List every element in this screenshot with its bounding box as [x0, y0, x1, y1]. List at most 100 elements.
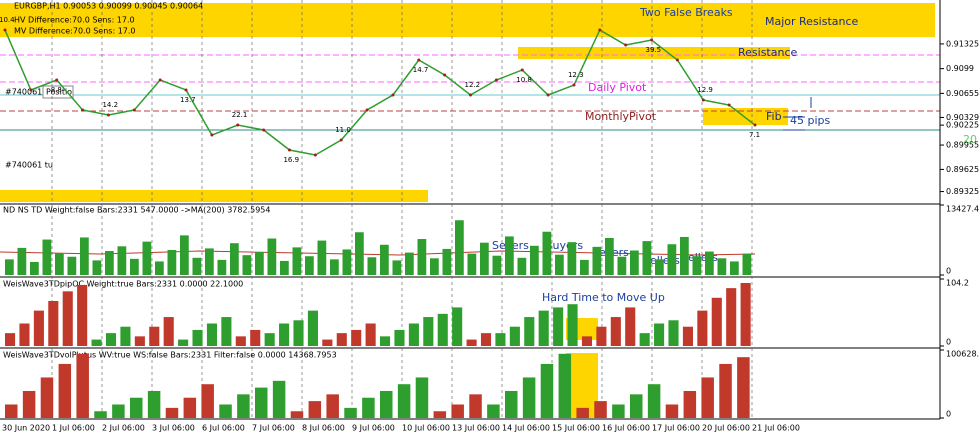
volume-bar [272, 380, 286, 418]
panel-axis-label: 0 [946, 338, 951, 347]
volume-bar [80, 237, 89, 275]
volume-bar [365, 323, 376, 346]
volume-bar [62, 291, 73, 346]
volume-bar [351, 329, 362, 346]
volume-bar [517, 257, 527, 275]
fib-zone [703, 108, 788, 125]
price-point [494, 78, 498, 82]
price-label: 0.89325 [946, 187, 979, 196]
volume-bar [726, 288, 737, 346]
volume-bar [442, 248, 452, 275]
volume-bar [654, 323, 665, 346]
volume-bar [322, 339, 333, 346]
price-point [106, 113, 110, 117]
volume-bar [219, 404, 232, 418]
volume-bar [617, 256, 627, 275]
volume-bar [742, 253, 752, 275]
position-label[interactable]: Positio [46, 88, 72, 97]
volume-bar [737, 357, 750, 418]
volume-bar [230, 243, 239, 275]
volume-bar [610, 317, 621, 346]
volume-bar [67, 256, 77, 275]
bar-label: 16.9 [283, 156, 299, 164]
price-point [81, 108, 85, 112]
volume-bar [155, 261, 164, 275]
volume-bar [380, 390, 393, 418]
volume-bar [451, 404, 464, 418]
volume-bar [542, 231, 552, 275]
volume-bar [201, 384, 214, 418]
volume-bar [567, 242, 577, 275]
annotation: Major Resistance [765, 15, 859, 28]
volume-bar [17, 247, 27, 275]
volume-bar [77, 284, 88, 346]
price-point [55, 78, 59, 82]
volume-bar [605, 237, 614, 275]
volume-bar [308, 401, 322, 418]
bar-label: 13.7 [180, 96, 196, 104]
volume-bar [380, 244, 389, 275]
date-label: 13 Jul 06:00 [452, 424, 500, 433]
price-point [3, 28, 7, 32]
volume-bar [505, 236, 514, 275]
volume-bar [576, 407, 589, 418]
volume-bar [705, 251, 714, 275]
bar-label: 10.8 [516, 76, 532, 84]
volume-bar [205, 248, 214, 275]
price-point [572, 83, 576, 87]
volume-bar [42, 239, 52, 275]
position-box[interactable] [42, 85, 74, 99]
volume-bar [307, 310, 318, 346]
volume-bar [581, 336, 593, 346]
volume-bar [142, 241, 152, 275]
volume-bar [509, 326, 520, 346]
volume-bar [405, 252, 414, 275]
bar-label: 12.9 [697, 86, 713, 94]
price-point [132, 108, 136, 112]
volume-bar [5, 333, 16, 346]
symbol-info: EURGBP,H1 0.90053 0.90099 0.90045 0.9006… [14, 2, 203, 11]
price-point [339, 138, 343, 142]
volume-bar [492, 255, 502, 275]
price-label: 0.90225 [946, 121, 979, 130]
volume-bar [642, 241, 652, 275]
volume-bar [362, 397, 375, 418]
price-point [469, 93, 473, 97]
bar-label: 22.1 [232, 111, 248, 119]
price-point [443, 73, 447, 77]
price-point [675, 58, 679, 62]
volume-bar [235, 336, 246, 346]
volume-bar [120, 326, 131, 346]
annotation: 45 pips [790, 114, 831, 127]
volume-bar [522, 377, 536, 418]
volume-bar [630, 250, 639, 275]
bar-label: 39.5 [646, 46, 662, 54]
price-point [598, 28, 602, 32]
volume-bar [217, 259, 227, 275]
price-point [210, 133, 214, 137]
volume-bar [594, 401, 607, 418]
volume-bar [480, 242, 489, 275]
annotation: Daily Pivot [588, 81, 647, 94]
volume-bar [192, 329, 203, 346]
date-label: 20 Jul 06:00 [702, 424, 750, 433]
volume-bar [596, 326, 607, 346]
panel-axis-label: 104.2 [946, 279, 969, 288]
panel-axis-label: 0 [946, 410, 951, 419]
volume-bar [330, 259, 339, 275]
volume-bar [740, 282, 751, 346]
price-point [546, 93, 550, 97]
indicator-info: HV Difference:70.0 Sens: 17.0 [14, 16, 135, 25]
indicator-info: MV Difference:70.0 Sens: 17.0 [14, 27, 136, 36]
volume-bar [305, 256, 314, 275]
price-point [520, 68, 524, 72]
bar-label: 10.4 [0, 16, 15, 24]
bar-label: 14.7 [413, 66, 429, 74]
volume-bar [540, 363, 554, 418]
price-label: 0.90655 [946, 89, 979, 98]
volume-bar [180, 235, 189, 275]
annotation: Two False Breaks [639, 6, 733, 19]
date-label: 15 Jul 06:00 [552, 424, 600, 433]
volume-bar [94, 411, 107, 418]
